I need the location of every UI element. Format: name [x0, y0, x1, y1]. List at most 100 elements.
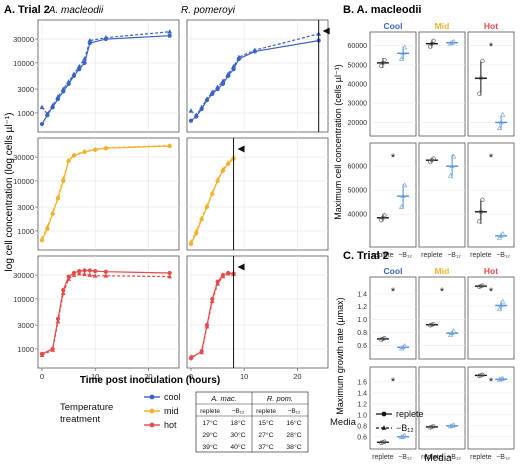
table-header: A. mac. — [210, 394, 236, 403]
replicate-point — [447, 172, 454, 178]
legend-temp-title: treatment — [60, 414, 100, 425]
replicate-point — [480, 283, 485, 288]
data-point — [204, 96, 210, 101]
replicate-point — [431, 38, 436, 43]
x-tick-label: −B₁₂ — [447, 252, 461, 259]
panel-a: 1000300010000300001000300010000300001000… — [13, 19, 330, 381]
panel-a-frame — [37, 255, 180, 369]
data-point — [188, 118, 194, 123]
y-tick-label: 1.4 — [357, 390, 367, 397]
data-point — [92, 146, 98, 152]
data-point — [55, 194, 61, 200]
facet-frame — [369, 142, 417, 248]
replicate-point — [480, 58, 485, 64]
data-point — [220, 78, 226, 84]
data-point — [55, 316, 61, 321]
group-header: Cool — [384, 21, 403, 31]
legend-swatch-hot — [149, 422, 155, 428]
replicate-point — [382, 57, 387, 63]
x-tick-label: replete — [372, 454, 394, 461]
x-tick-label: −B₁₂ — [398, 454, 412, 461]
data-point — [252, 47, 258, 52]
group-header: Mid — [435, 21, 450, 31]
table-subheader: replete — [256, 408, 276, 415]
y-tick-label: 30000 — [13, 153, 34, 162]
data-point — [93, 268, 98, 274]
significance-star: * — [489, 41, 494, 53]
x-tick-label: replete — [470, 454, 492, 461]
panel-a-frame — [186, 255, 329, 369]
x-tick-label: −B₁₂ — [496, 252, 510, 259]
y-tick-label: 60000 — [348, 43, 368, 50]
group-header: Hot — [484, 266, 498, 276]
x-tick-label: 10 — [91, 372, 99, 381]
data-point — [188, 108, 194, 113]
data-point — [167, 142, 173, 148]
legend-temp-title: Temperature — [60, 402, 113, 413]
x-tick-label: replete — [372, 252, 394, 259]
y-tick-label: 30000 — [13, 271, 34, 280]
table-subheader: −B₁₂ — [232, 408, 245, 415]
data-point — [50, 347, 56, 352]
x-tick-label: −B₁₂ — [496, 454, 510, 461]
data-point — [55, 319, 61, 324]
replicate-point — [496, 306, 503, 312]
x-tick-label: 20 — [144, 372, 152, 381]
legend-swatch-replete — [381, 411, 387, 417]
table-cell: 30°C — [230, 431, 245, 439]
x-tick-label: replete — [470, 252, 492, 259]
data-point — [60, 86, 66, 91]
table-cell: 39°C — [202, 443, 217, 451]
replicate-point — [447, 423, 454, 429]
replicate-point — [398, 56, 405, 61]
data-point — [87, 268, 92, 273]
x-tick-label: 10 — [240, 372, 248, 381]
y-tick-label: 0.6 — [357, 434, 367, 441]
replicate-point — [400, 344, 406, 350]
data-point — [50, 103, 56, 108]
panel-b: CoolMidHot2000030000400005000060000*Tria… — [348, 21, 515, 259]
panel-a-frame — [186, 19, 329, 133]
data-point — [215, 281, 220, 286]
replicate-point — [496, 376, 503, 382]
replicate-point — [402, 182, 408, 188]
replicate-point — [431, 321, 436, 327]
data-point — [215, 84, 220, 89]
y-tick-label: 1.0 — [357, 317, 367, 324]
legend-media-label: −B₁₂ — [396, 423, 414, 433]
panel-c-title: C. Trial 2 — [343, 250, 389, 262]
replicate-point — [382, 336, 387, 341]
data-point — [167, 273, 173, 279]
table-cell: 17°C — [202, 419, 217, 427]
replicate-point — [478, 209, 484, 214]
replicate-point — [451, 328, 457, 334]
data-point — [193, 228, 199, 233]
replicate-point — [398, 204, 405, 209]
replicate-point — [398, 345, 405, 351]
y-tick-label: 10000 — [13, 59, 34, 68]
replicate-point — [498, 302, 504, 308]
species-label-amac: A. macleodii — [48, 5, 104, 16]
data-point — [199, 215, 205, 220]
replicate-point — [400, 50, 406, 56]
replicate-point — [480, 197, 485, 202]
y-tick-label: 3000 — [17, 85, 34, 94]
x-tick-label: 0 — [40, 372, 44, 381]
data-point — [236, 54, 242, 60]
replicate-point — [382, 439, 387, 444]
panel-c-xlabel: Media — [424, 453, 452, 464]
x-tick-label: 20 — [293, 372, 301, 381]
table-cell: 28°C — [286, 431, 301, 439]
data-point — [204, 323, 210, 329]
replicate-point — [400, 193, 406, 199]
panel-a-xlabel: Time post inoculation (hours) — [80, 375, 220, 386]
data-point — [87, 272, 93, 277]
legend-temp-label: mid — [164, 406, 179, 416]
facet-frame — [418, 366, 466, 450]
replicate-point — [477, 91, 482, 96]
replicate-point — [431, 424, 436, 429]
replicate-point — [498, 376, 504, 382]
